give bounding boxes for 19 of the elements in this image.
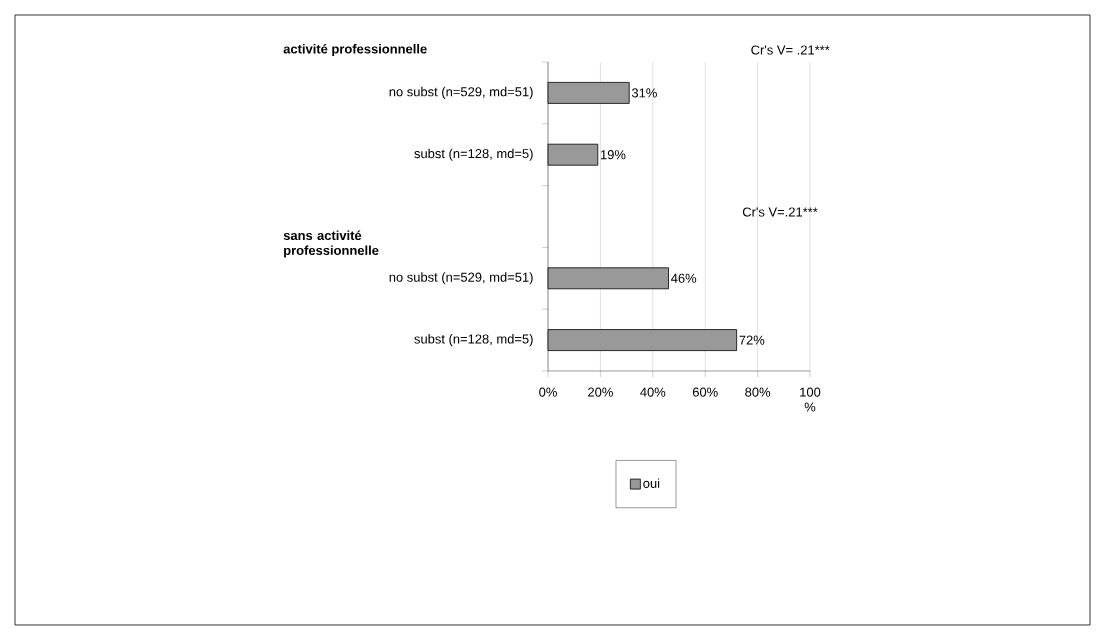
x-tick-label: 80% bbox=[745, 387, 771, 397]
data-label: 31% bbox=[631, 88, 657, 98]
legend-label: oui bbox=[643, 478, 660, 488]
x-tick-label: 20% bbox=[588, 387, 613, 397]
x-tick-label: 0% bbox=[539, 387, 557, 397]
data-label: 19% bbox=[600, 150, 626, 160]
text: sans activité professionnelle bbox=[283, 230, 379, 258]
x-tick-label: 100 % bbox=[800, 387, 821, 412]
y-tick-label: subst (n=128, md=5) bbox=[414, 334, 533, 347]
y-tick-label: no subst (n=529, md=51) bbox=[389, 86, 533, 99]
x-tick-label: 40% bbox=[640, 387, 666, 397]
text: Cr's V= .21*** bbox=[751, 45, 830, 55]
y-tick-label: subst (n=128, md=5) bbox=[414, 148, 533, 161]
y-tick-label: no subst (n=529, md=51) bbox=[389, 272, 533, 285]
data-label: 46% bbox=[671, 273, 697, 283]
x-tick-label: 60% bbox=[692, 387, 718, 397]
data-label: 72% bbox=[739, 335, 765, 345]
text: activité professionnelle bbox=[283, 43, 427, 57]
annotation: Cr's V=.21*** bbox=[742, 207, 818, 217]
